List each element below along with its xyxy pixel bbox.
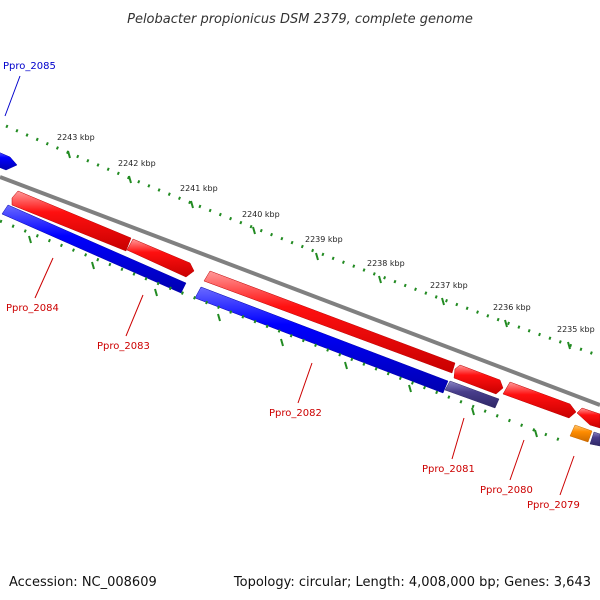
kbp-label: 2236 kbp <box>493 303 531 312</box>
kbp-label: 2243 kbp <box>57 133 95 142</box>
feature-arrow-rna[interactable] <box>444 380 500 409</box>
major-tick <box>128 175 132 184</box>
gene-arrow-ppro-2080[interactable] <box>502 381 577 419</box>
label-leader-ppro-2083 <box>125 294 144 337</box>
label-leader-ppro-2081 <box>451 417 465 460</box>
genome-summary-text: Topology: circular; Length: 4,008,000 bp… <box>233 575 591 590</box>
genome-backbone <box>0 175 600 407</box>
gene-label-ppro-2085[interactable]: Ppro_2085 <box>3 61 56 72</box>
kbp-label: 2237 kbp <box>430 281 468 290</box>
gene-arrow-reverse[interactable] <box>1 204 187 294</box>
gene-arrow-reverse[interactable] <box>194 286 449 394</box>
kbp-label: 2242 kbp <box>118 159 156 168</box>
major-tick <box>567 341 571 350</box>
major-tick <box>534 429 538 438</box>
label-leader-ppro-2079 <box>559 455 575 496</box>
kbp-label: 2240 kbp <box>242 210 280 219</box>
kbp-label: 2235 kbp <box>557 325 595 334</box>
major-tick <box>217 313 221 322</box>
kbp-label: 2239 kbp <box>305 235 343 244</box>
major-tick <box>28 235 32 244</box>
gene-label-ppro-2082[interactable]: Ppro_2082 <box>269 408 322 419</box>
label-leader-ppro-2084 <box>34 257 54 299</box>
map-title: Pelobacter propionicus DSM 2379, complet… <box>127 12 473 27</box>
gene-arrow-ppro-2083[interactable] <box>126 238 195 278</box>
major-tick <box>280 338 284 347</box>
gene-label-ppro-2080[interactable]: Ppro_2080 <box>480 485 533 496</box>
gene-arrow-ppro-2084[interactable] <box>11 190 132 252</box>
label-leader-ppro-2085 <box>4 75 21 117</box>
gene-label-ppro-2084[interactable]: Ppro_2084 <box>6 303 59 314</box>
kbp-label: 2241 kbp <box>180 184 218 193</box>
kbp-label: 2238 kbp <box>367 259 405 268</box>
label-leader-ppro-2082 <box>297 362 313 404</box>
outer-dotted-ring <box>5 124 600 358</box>
major-tick <box>315 252 319 261</box>
major-tick <box>154 288 158 297</box>
outer-scale-ring <box>5 124 600 358</box>
gene-arrow-ppro-2079[interactable] <box>576 407 600 429</box>
major-tick <box>91 261 95 270</box>
major-tick <box>190 200 194 209</box>
gene-arrow-ppro-2085[interactable] <box>0 151 18 171</box>
accession-text: Accession: NC_008609 <box>9 575 157 590</box>
major-tick <box>504 319 508 328</box>
feature-arrow-other[interactable] <box>569 424 593 443</box>
gene-arrow-ppro-2082[interactable] <box>203 270 456 374</box>
major-tick <box>252 226 256 235</box>
label-leader-ppro-2080 <box>509 439 525 481</box>
feature-arrow-rna[interactable] <box>589 431 600 447</box>
major-tick <box>408 384 412 393</box>
inner-scale-ring <box>0 219 561 442</box>
gene-label-ppro-2083[interactable]: Ppro_2083 <box>97 341 150 352</box>
major-tick <box>441 297 445 306</box>
major-tick <box>344 361 348 370</box>
gene-arrow-ppro-2081[interactable] <box>453 364 504 395</box>
major-tick <box>378 275 382 284</box>
gene-label-ppro-2079[interactable]: Ppro_2079 <box>527 500 580 511</box>
gene-label-ppro-2081[interactable]: Ppro_2081 <box>422 464 475 475</box>
major-tick <box>471 407 475 416</box>
major-tick <box>67 150 71 159</box>
